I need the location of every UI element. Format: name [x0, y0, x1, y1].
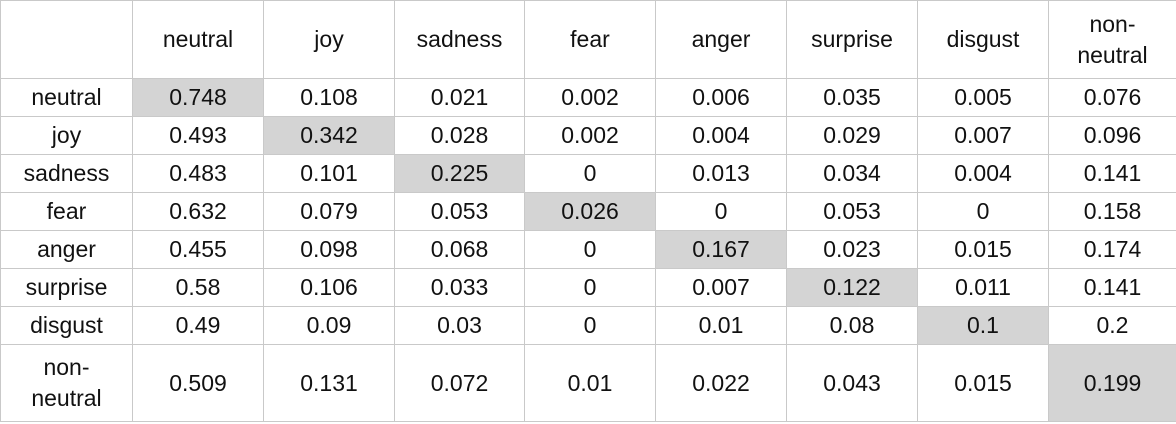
table-cell: 0: [524, 268, 656, 307]
table-cell: 0.122: [786, 268, 918, 307]
table-cell: 0.106: [263, 268, 395, 307]
table-cell: 0.158: [1048, 192, 1176, 231]
table-cell: 0.035: [786, 78, 918, 117]
table-cell: 0.493: [132, 116, 264, 155]
table-cell: 0.015: [917, 230, 1049, 269]
table-cell: 0.09: [263, 306, 395, 345]
row-header: joy: [0, 116, 133, 155]
table-cell: 0.076: [1048, 78, 1176, 117]
table-cell: 0.131: [263, 344, 395, 422]
table-cell: 0.1: [917, 306, 1049, 345]
table-cell: 0: [524, 230, 656, 269]
table-cell: 0.108: [263, 78, 395, 117]
table-cell: 0.007: [655, 268, 787, 307]
table-row: anger 0.455 0.098 0.068 0 0.167 0.023 0.…: [0, 230, 1176, 269]
table-cell: 0: [655, 192, 787, 231]
table-cell: 0.013: [655, 154, 787, 193]
table-cell: 0.49: [132, 306, 264, 345]
table-cell: 0: [917, 192, 1049, 231]
table-row: joy 0.493 0.342 0.028 0.002 0.004 0.029 …: [0, 116, 1176, 155]
table-row: surprise 0.58 0.106 0.033 0 0.007 0.122 …: [0, 268, 1176, 307]
row-header: neutral: [0, 78, 133, 117]
table-cell: 0.033: [394, 268, 525, 307]
table-cell: 0.632: [132, 192, 264, 231]
table-cell: 0.053: [786, 192, 918, 231]
table-cell: 0.029: [786, 116, 918, 155]
corner-cell: [0, 0, 133, 79]
table-cell: 0.079: [263, 192, 395, 231]
table-row: non- neutral 0.509 0.131 0.072 0.01 0.02…: [0, 344, 1176, 422]
table-cell: 0.03: [394, 306, 525, 345]
table-cell: 0.096: [1048, 116, 1176, 155]
table-cell: 0.748: [132, 78, 264, 117]
table-cell: 0.072: [394, 344, 525, 422]
column-header: fear: [524, 0, 656, 79]
table-cell: 0.007: [917, 116, 1049, 155]
table-cell: 0.483: [132, 154, 264, 193]
table-cell: 0.01: [524, 344, 656, 422]
table-cell: 0.005: [917, 78, 1049, 117]
column-header: surprise: [786, 0, 918, 79]
table-cell: 0.141: [1048, 268, 1176, 307]
table-cell: 0.199: [1048, 344, 1176, 422]
column-header: disgust: [917, 0, 1049, 79]
table-cell: 0.002: [524, 78, 656, 117]
column-header: non- neutral: [1048, 0, 1176, 79]
table-cell: 0.026: [524, 192, 656, 231]
table-cell: 0.053: [394, 192, 525, 231]
table-cell: 0.002: [524, 116, 656, 155]
table-cell: 0.011: [917, 268, 1049, 307]
table-cell: 0.167: [655, 230, 787, 269]
table-cell: 0.455: [132, 230, 264, 269]
row-header: surprise: [0, 268, 133, 307]
table-cell: 0.174: [1048, 230, 1176, 269]
table-cell: 0.01: [655, 306, 787, 345]
column-header: anger: [655, 0, 787, 79]
row-header: fear: [0, 192, 133, 231]
table-cell: 0.043: [786, 344, 918, 422]
table-cell: 0.034: [786, 154, 918, 193]
table-cell: 0.028: [394, 116, 525, 155]
table-cell: 0.006: [655, 78, 787, 117]
table-cell: 0.004: [917, 154, 1049, 193]
table-cell: 0.023: [786, 230, 918, 269]
row-header: disgust: [0, 306, 133, 345]
row-header: anger: [0, 230, 133, 269]
table-cell: 0.101: [263, 154, 395, 193]
table-cell: 0: [524, 306, 656, 345]
table-cell: 0.509: [132, 344, 264, 422]
table-cell: 0.2: [1048, 306, 1176, 345]
table-cell: 0.342: [263, 116, 395, 155]
column-header: joy: [263, 0, 395, 79]
table-cell: 0.022: [655, 344, 787, 422]
table-cell: 0.141: [1048, 154, 1176, 193]
table-row: neutral 0.748 0.108 0.021 0.002 0.006 0.…: [0, 78, 1176, 117]
table-cell: 0.015: [917, 344, 1049, 422]
table-row: disgust 0.49 0.09 0.03 0 0.01 0.08 0.1 0…: [0, 306, 1176, 345]
column-header: sadness: [394, 0, 525, 79]
table-cell: 0.58: [132, 268, 264, 307]
table-cell: 0.004: [655, 116, 787, 155]
table-cell: 0.021: [394, 78, 525, 117]
table-row: sadness 0.483 0.101 0.225 0 0.013 0.034 …: [0, 154, 1176, 193]
table-cell: 0.225: [394, 154, 525, 193]
table-cell: 0.098: [263, 230, 395, 269]
table-cell: 0: [524, 154, 656, 193]
table-cell: 0.08: [786, 306, 918, 345]
row-header: sadness: [0, 154, 133, 193]
column-header: neutral: [132, 0, 264, 79]
table-cell: 0.068: [394, 230, 525, 269]
table-row: fear 0.632 0.079 0.053 0.026 0 0.053 0 0…: [0, 192, 1176, 231]
header-row: neutral joy sadness fear anger surprise …: [0, 0, 1176, 79]
row-header: non- neutral: [0, 344, 133, 422]
